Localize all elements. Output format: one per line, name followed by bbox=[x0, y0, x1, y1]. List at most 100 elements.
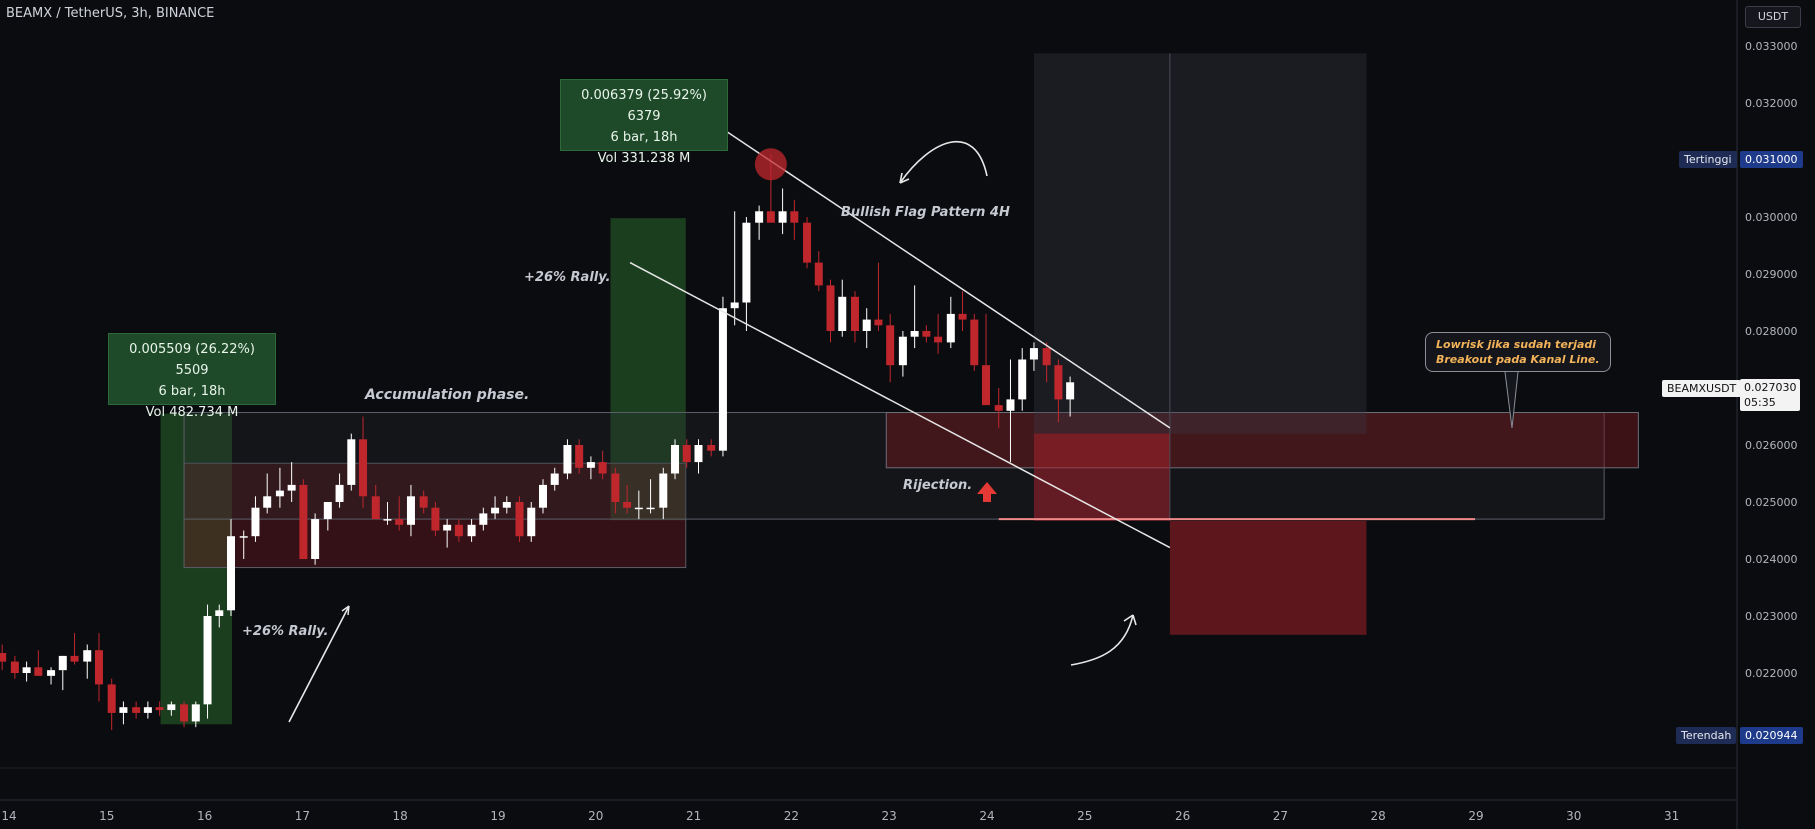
candle-body bbox=[132, 707, 141, 713]
price-tick-label: 0.030000 bbox=[1745, 211, 1798, 224]
candle bbox=[371, 484, 380, 520]
candle bbox=[47, 667, 56, 685]
candle bbox=[323, 502, 332, 531]
candle-body bbox=[694, 445, 703, 463]
candle-body bbox=[70, 655, 79, 662]
candle-body bbox=[982, 365, 991, 406]
candle-body bbox=[335, 484, 344, 502]
candle bbox=[718, 296, 727, 457]
time-tick-label: 27 bbox=[1273, 809, 1288, 823]
candle-body bbox=[598, 462, 607, 474]
candle bbox=[563, 439, 572, 480]
time-tick-label: 19 bbox=[490, 809, 505, 823]
candle bbox=[694, 439, 703, 474]
candle bbox=[491, 496, 500, 520]
time-tick-label: 18 bbox=[393, 809, 408, 823]
straight-arrow-head bbox=[341, 605, 350, 616]
candle bbox=[143, 701, 152, 719]
time-tick-label: 20 bbox=[588, 809, 603, 823]
time-tick-label: 30 bbox=[1566, 809, 1581, 823]
candle bbox=[934, 313, 943, 354]
candle bbox=[454, 519, 463, 542]
measure-box-1-change: 0.005509 (26.22%) 5509 bbox=[129, 342, 255, 378]
candle-body bbox=[83, 650, 92, 662]
note-pointer bbox=[1504, 371, 1519, 429]
candle bbox=[730, 211, 739, 326]
candle bbox=[479, 507, 488, 531]
candle bbox=[191, 701, 200, 728]
rally-label-2: +26% Rally. bbox=[524, 270, 611, 285]
price-tick-label: 0.028000 bbox=[1745, 325, 1798, 338]
candle-body bbox=[1042, 348, 1051, 366]
candle bbox=[862, 308, 871, 349]
measure-box-2-volume: Vol 331.238 M bbox=[597, 151, 691, 166]
candle bbox=[107, 678, 116, 730]
candle-body bbox=[538, 484, 547, 508]
candle-body bbox=[239, 536, 248, 538]
candle bbox=[83, 644, 92, 679]
curved-arrow-icon-bottom bbox=[1070, 614, 1134, 666]
candle-body bbox=[58, 655, 67, 671]
candle bbox=[778, 188, 787, 235]
candle-body bbox=[443, 524, 452, 531]
candle bbox=[0, 644, 7, 671]
channel-upper bbox=[717, 125, 1171, 429]
candle-body bbox=[419, 496, 428, 508]
currency-button[interactable]: USDT bbox=[1745, 6, 1801, 28]
price-tick-label: 0.025000 bbox=[1745, 496, 1798, 509]
high-value: 0.031000 bbox=[1740, 151, 1803, 168]
candle-body bbox=[898, 336, 907, 366]
candle bbox=[874, 262, 883, 331]
candle-body bbox=[180, 704, 189, 722]
candle-body bbox=[803, 222, 812, 263]
candle bbox=[970, 313, 979, 371]
accumulation-label: Accumulation phase. bbox=[365, 387, 530, 403]
candle-body bbox=[934, 336, 943, 343]
candle bbox=[958, 291, 967, 331]
candle-body bbox=[383, 519, 392, 521]
candle-body bbox=[22, 667, 31, 673]
candle-body bbox=[766, 211, 775, 223]
candle-body bbox=[10, 661, 19, 673]
straight-arrow-icon bbox=[288, 605, 350, 723]
candle bbox=[70, 633, 79, 665]
candle bbox=[1029, 342, 1038, 371]
candle bbox=[22, 661, 31, 682]
measure-box-1: 0.005509 (26.22%) 5509 6 bar, 18h Vol 48… bbox=[108, 333, 276, 420]
price-tick-label: 0.032000 bbox=[1745, 97, 1798, 110]
candle bbox=[742, 217, 751, 331]
candle-body bbox=[454, 524, 463, 537]
candle bbox=[1018, 348, 1027, 411]
candle bbox=[94, 633, 103, 702]
candle-body bbox=[0, 653, 7, 662]
candle bbox=[251, 496, 260, 542]
price-tick-label: 0.026000 bbox=[1745, 439, 1798, 452]
time-tick-label: 24 bbox=[979, 809, 994, 823]
candle bbox=[538, 479, 547, 514]
candle-body bbox=[958, 313, 967, 320]
chart-title: BEAMX / TetherUS, 3h, BINANCE bbox=[6, 6, 215, 21]
candle bbox=[886, 313, 895, 383]
candle bbox=[395, 496, 404, 531]
candle-body bbox=[1018, 359, 1027, 400]
candle-body bbox=[826, 285, 835, 331]
high-marker bbox=[754, 148, 787, 181]
candle bbox=[10, 655, 19, 679]
candle-body bbox=[623, 502, 632, 508]
candle-body bbox=[406, 496, 415, 525]
candle-body bbox=[347, 439, 356, 485]
candle-body bbox=[550, 473, 559, 485]
candle-body bbox=[707, 445, 716, 451]
candle-body bbox=[502, 502, 511, 508]
candle bbox=[682, 439, 691, 468]
candle-body bbox=[886, 325, 895, 366]
candle-body bbox=[1006, 399, 1015, 411]
candle bbox=[659, 467, 668, 520]
candle bbox=[311, 513, 320, 565]
candle-body bbox=[790, 211, 799, 223]
channel-lower bbox=[629, 261, 1171, 549]
candle-body bbox=[994, 405, 1003, 411]
candle bbox=[755, 205, 764, 240]
measure-box-1-bars: 6 bar, 18h bbox=[158, 384, 226, 399]
